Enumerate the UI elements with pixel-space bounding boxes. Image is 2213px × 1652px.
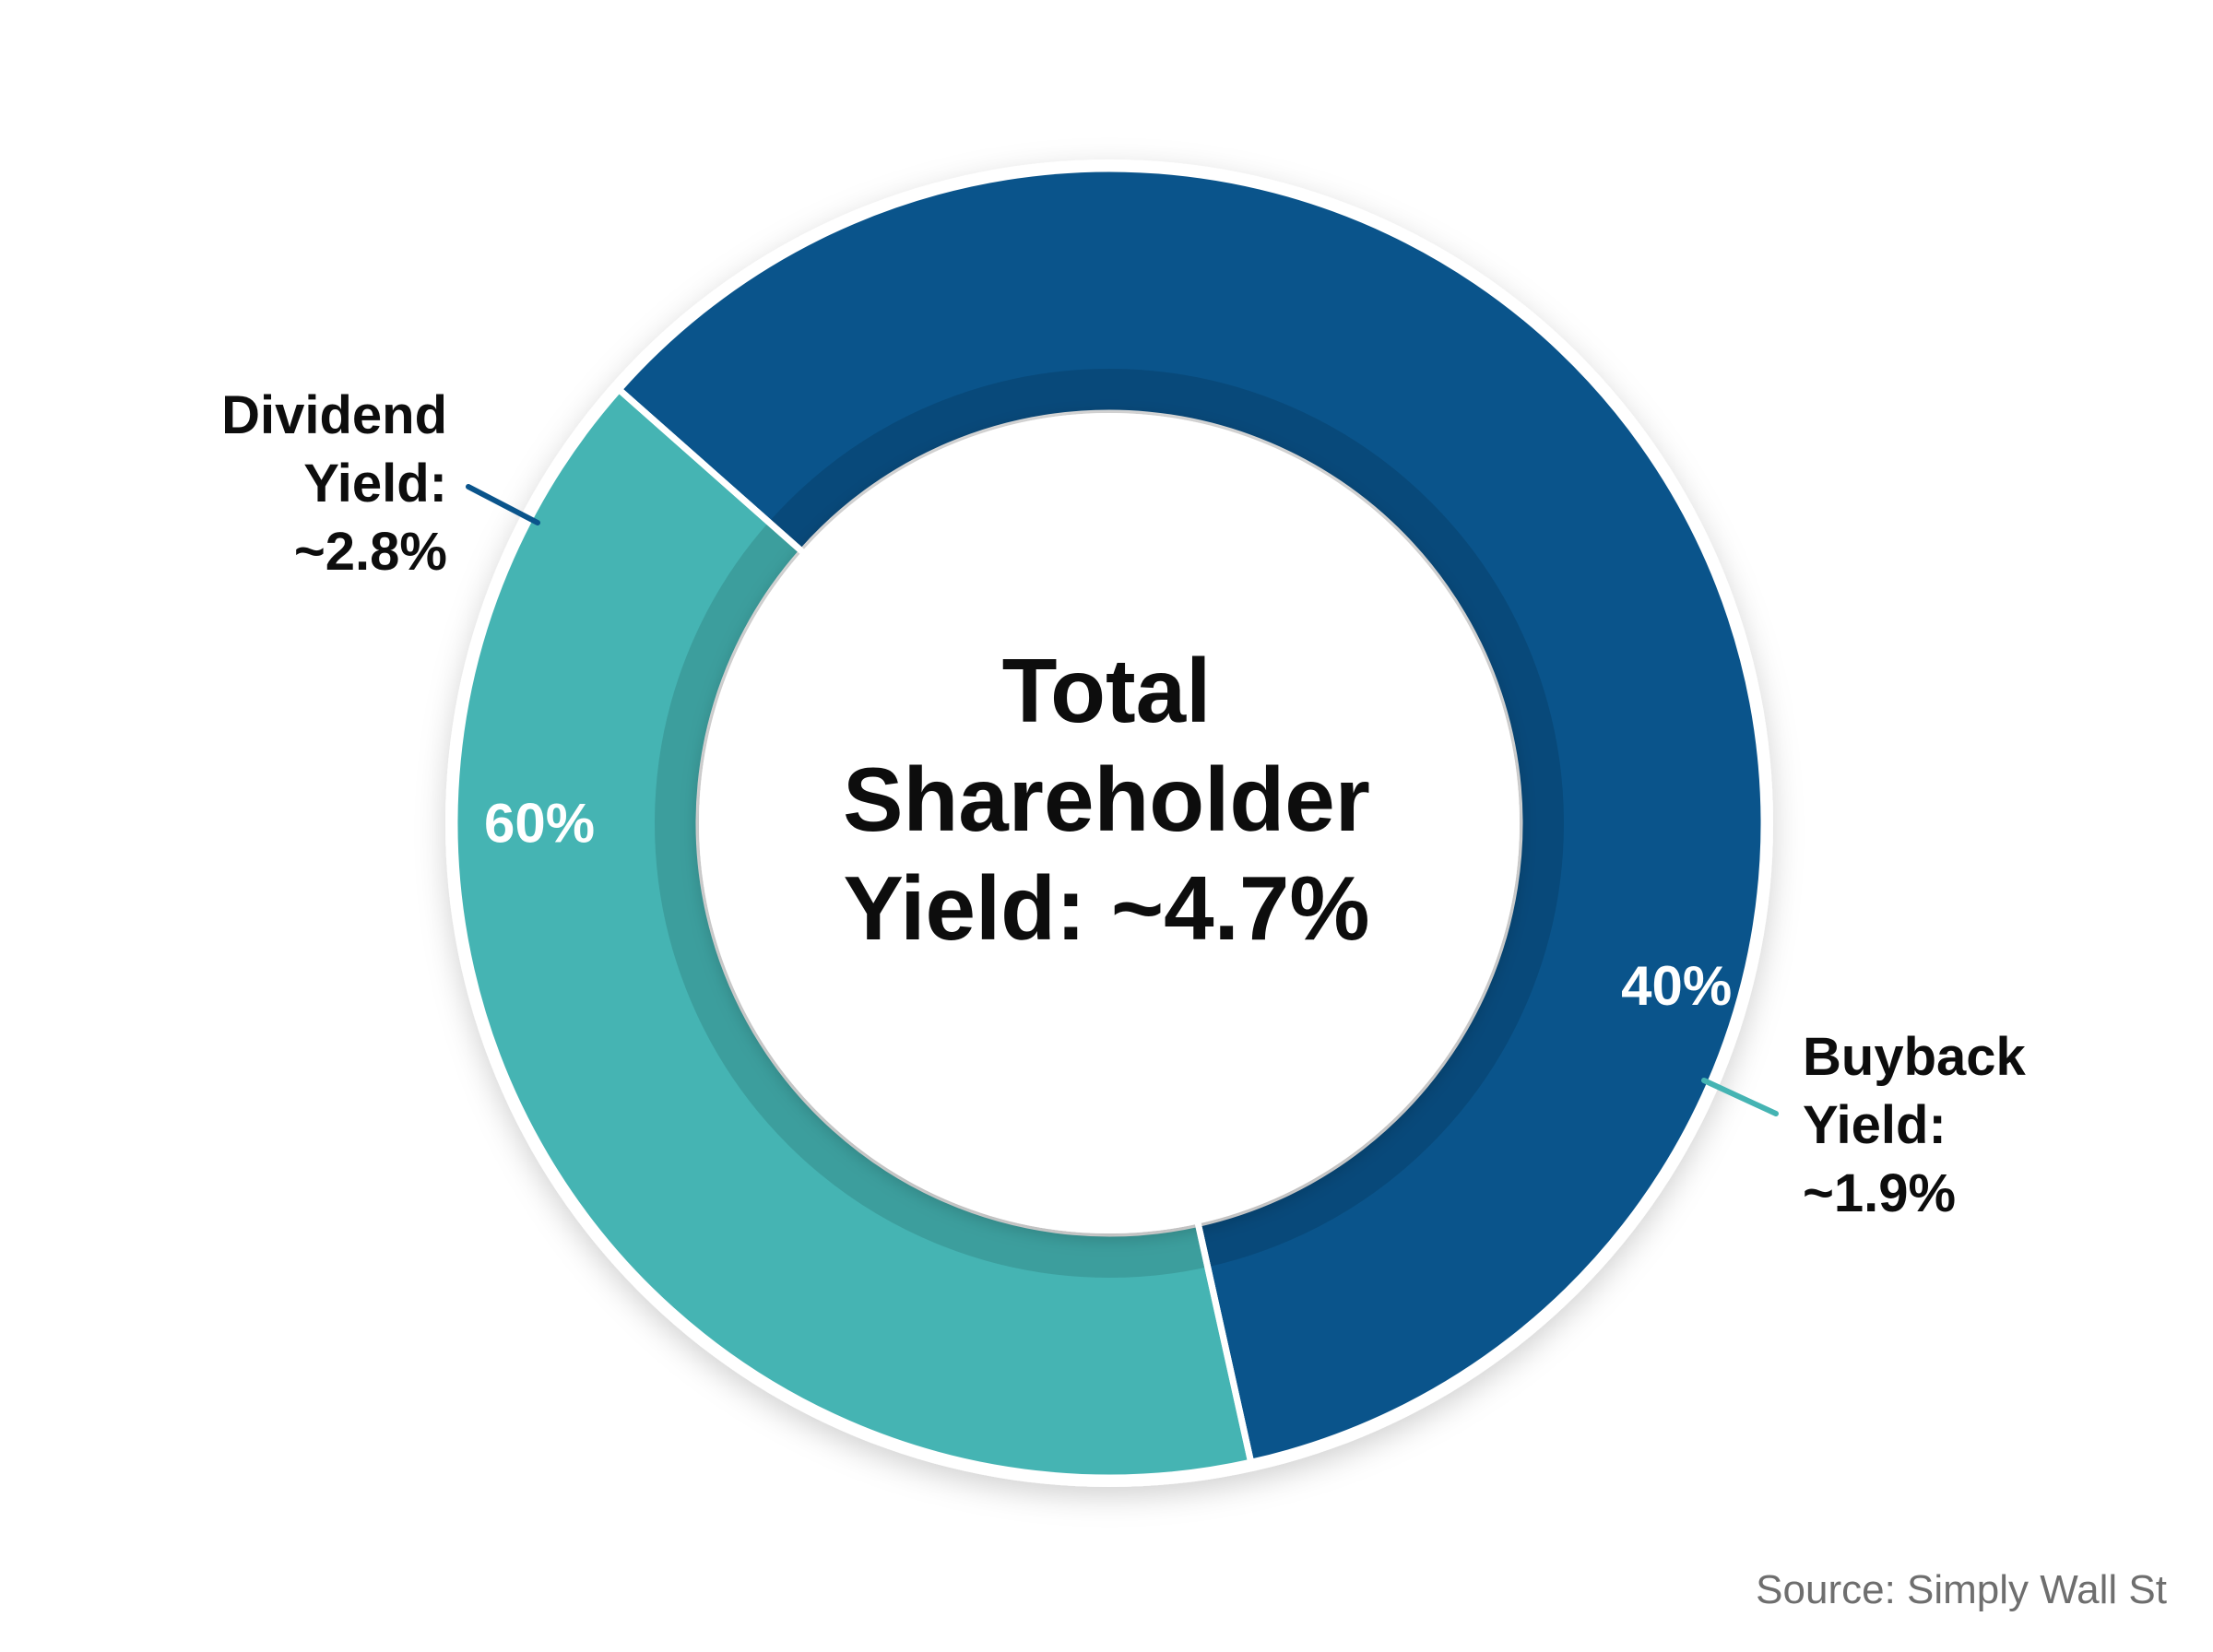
donut-hole [699,413,1520,1233]
buyback-callout-line-2: Yield: [1803,1095,1947,1155]
dividend-callout-line-1: Dividend [221,385,447,445]
slice-separator [615,385,806,556]
center-title: Total Shareholder Yield: ~4.7% [645,636,1568,962]
center-title-line-2: Shareholder [843,749,1370,850]
center-title-line-3: Yield: ~4.7% [843,857,1370,959]
dividend-yield-callout: Dividend Yield: ~2.8% [221,382,447,586]
dividend-callout-line-3: ~2.8% [293,522,447,582]
dividend-callout-line-2: Yield: [303,454,447,513]
source-note: Source: Simply Wall St [1756,1567,2167,1612]
ring-inner-shade [655,369,1564,1278]
buyback-yield-callout: Buyback Yield: ~1.9% [1803,1023,2026,1228]
buyback-callout-line-3: ~1.9% [1803,1163,1957,1223]
buyback-leader-line [1701,1078,1779,1116]
slice-separator [1194,1221,1255,1465]
buyback-callout-line-1: Buyback [1803,1027,2026,1087]
dividend-percent-label: 60% [484,793,595,855]
center-title-line-1: Total [1001,640,1212,741]
dividend-leader-line [466,484,540,525]
buyback-percent-label: 40% [1621,955,1732,1017]
